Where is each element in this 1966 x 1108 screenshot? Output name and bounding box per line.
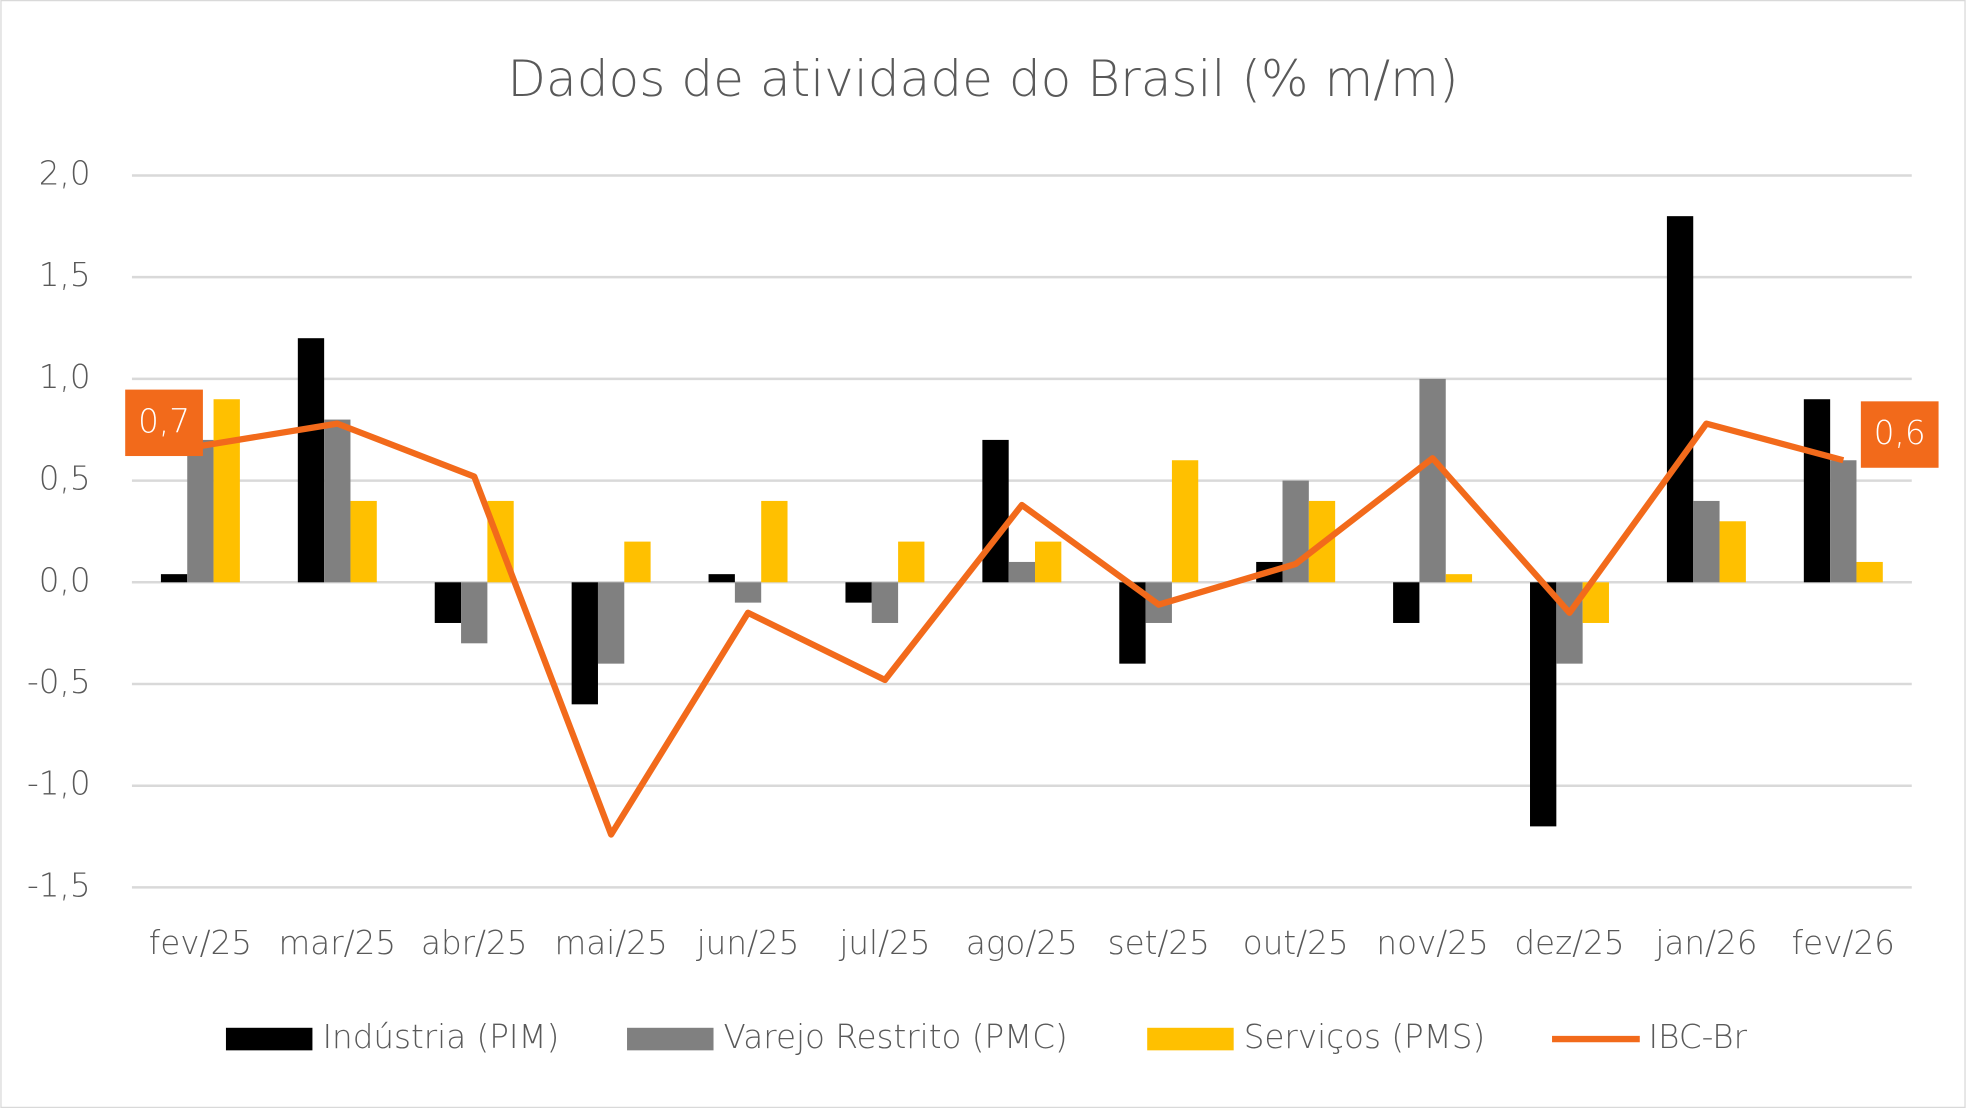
bar	[1803, 399, 1831, 583]
value-label: 0,7	[138, 402, 190, 440]
legend-swatch	[225, 1027, 313, 1051]
bar	[1008, 561, 1036, 583]
x-tick-label: nov/25	[1376, 924, 1488, 962]
value-label-box	[125, 389, 203, 457]
bar	[871, 582, 899, 623]
bar	[1666, 216, 1694, 583]
bar	[597, 582, 625, 664]
bar	[324, 419, 351, 583]
bar	[461, 582, 488, 644]
legend-label: Varejo Restrito (PMC)	[724, 1018, 1068, 1056]
bar	[213, 399, 240, 583]
x-tick-label: dez/25	[1514, 924, 1624, 962]
bar	[982, 439, 1009, 583]
legend-swatch	[1147, 1027, 1234, 1051]
x-tick-label: mar/25	[279, 924, 397, 962]
bar	[1556, 582, 1583, 664]
value-label-box	[1860, 401, 1939, 468]
bar	[624, 541, 651, 583]
bar	[734, 582, 762, 603]
bar	[761, 500, 788, 583]
bar	[1830, 460, 1857, 583]
bar	[1119, 582, 1146, 664]
x-tick-label: fev/25	[149, 924, 252, 962]
y-tick-label: 0,5	[39, 460, 91, 498]
bar	[1719, 521, 1746, 583]
bar	[708, 574, 735, 583]
bar	[1445, 574, 1473, 583]
y-tick-label: -0,5	[27, 663, 91, 701]
bar	[1856, 561, 1883, 583]
value-label: 0,6	[1874, 414, 1926, 452]
y-tick-label: -1,0	[27, 765, 91, 803]
bar	[160, 574, 188, 583]
x-tick-label: jan/26	[1654, 924, 1757, 962]
x-tick-label: fev/26	[1792, 924, 1895, 962]
legend-label: Serviços (PMS)	[1244, 1018, 1485, 1056]
legend-label: IBC-Br	[1649, 1018, 1748, 1056]
bar	[1419, 378, 1446, 583]
bar	[1035, 541, 1062, 583]
y-tick-label: -1,5	[27, 866, 91, 904]
y-tick-label: 1,0	[39, 358, 91, 396]
x-tick-label: mai/25	[555, 924, 668, 962]
bar	[845, 582, 872, 603]
legend-swatch	[627, 1027, 714, 1051]
x-tick-label: jul/25	[838, 924, 930, 962]
bar	[898, 541, 925, 583]
bar	[1530, 582, 1557, 827]
bar	[571, 582, 598, 705]
bar	[187, 439, 214, 583]
y-tick-label: 0,0	[39, 561, 91, 599]
bar	[1171, 460, 1199, 583]
bar	[434, 582, 462, 623]
x-tick-label: abr/25	[421, 924, 527, 962]
x-tick-label: ago/25	[966, 924, 1078, 962]
x-tick-label: set/25	[1108, 924, 1210, 962]
bar	[350, 500, 377, 583]
x-tick-label: jun/25	[696, 924, 800, 962]
bar	[1393, 582, 1420, 623]
legend-label: Indústria (PIM)	[322, 1018, 559, 1056]
line	[199, 420, 1845, 838]
chart-title: Dados de atividade do Brasil (% m/m)	[507, 49, 1458, 108]
x-tick-label: out/25	[1243, 924, 1349, 962]
bar	[1693, 500, 1720, 583]
bar	[297, 338, 325, 583]
y-tick-label: 1,5	[39, 256, 91, 294]
y-tick-label: 2,0	[39, 154, 91, 192]
